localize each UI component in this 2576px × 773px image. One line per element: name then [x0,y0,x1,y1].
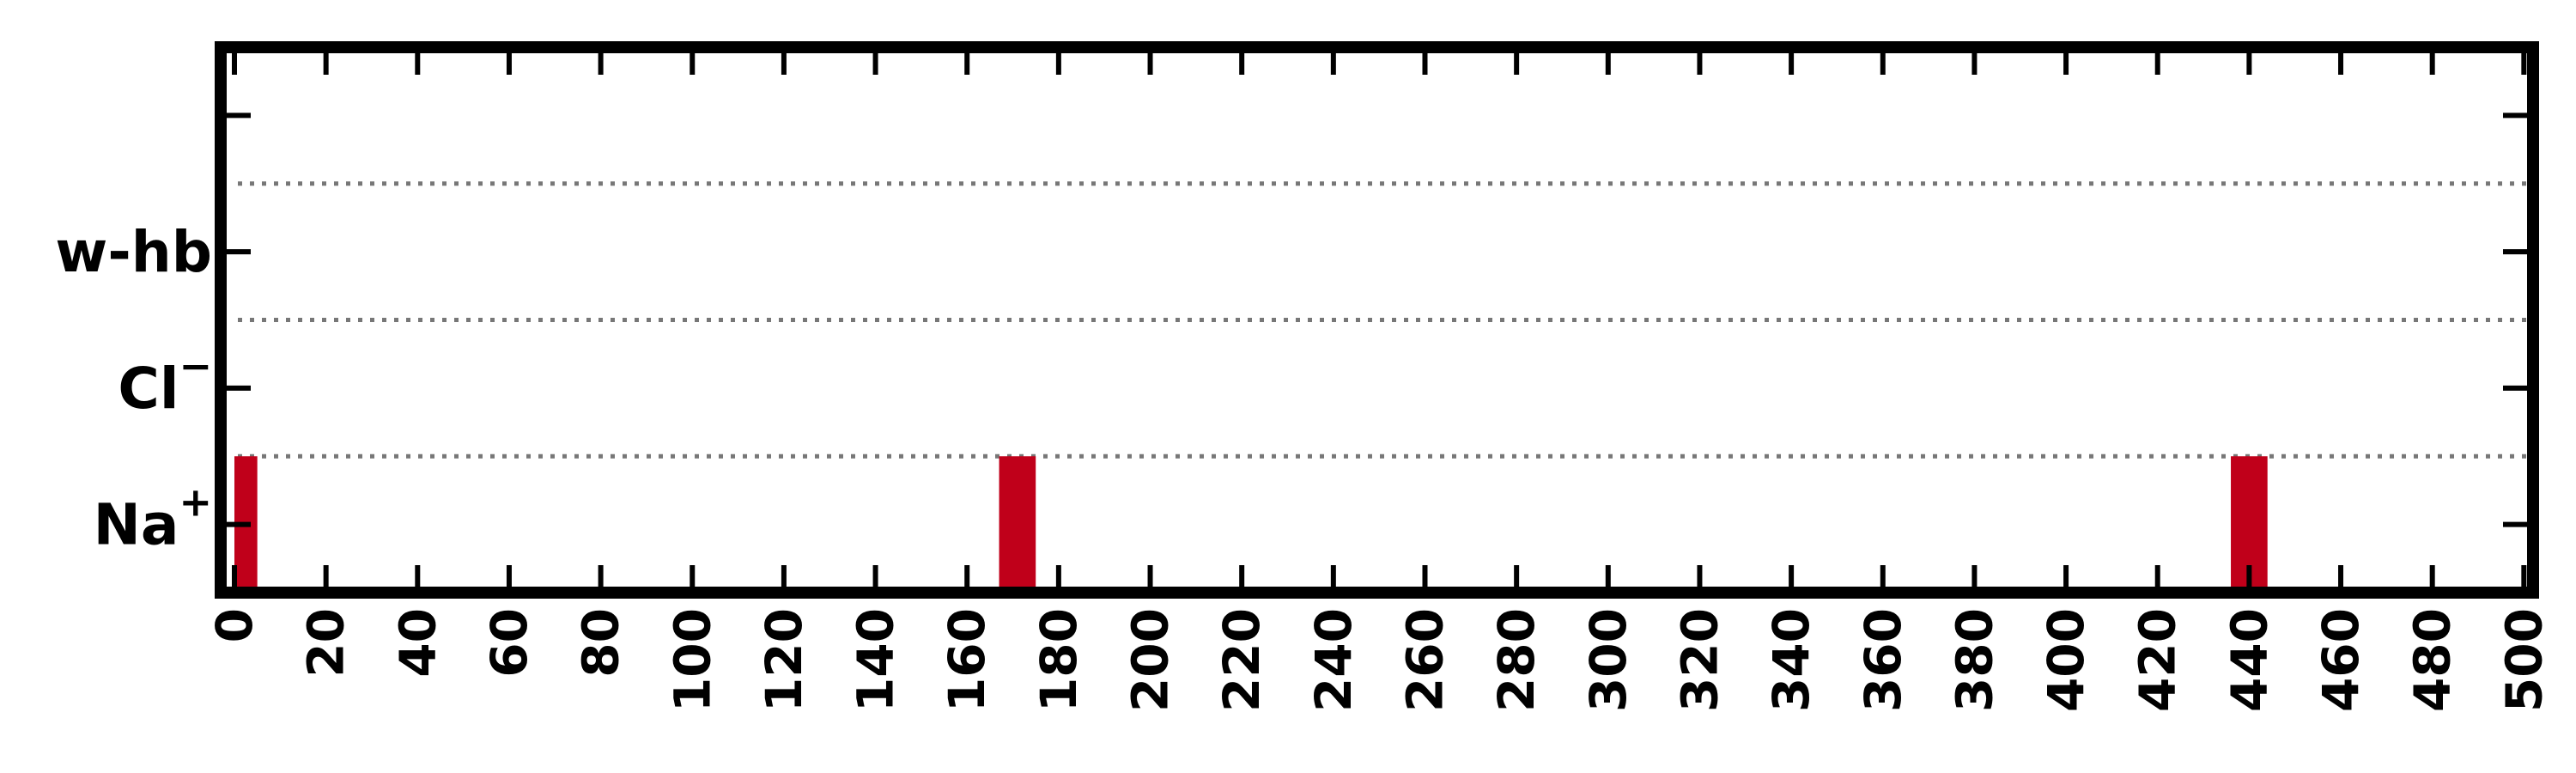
x-tick-label: 300 [1579,608,1637,712]
x-tick-label: 120 [755,608,813,712]
x-tick-label: 380 [1945,608,2003,712]
x-tick-label: 160 [938,608,996,712]
x-tick-label: 320 [1670,608,1728,712]
x-tick-label: 220 [1212,608,1271,712]
x-tick-label: 280 [1487,608,1546,712]
plot-frame [215,41,2539,599]
row-grid [238,181,2526,459]
x-tick-label: 80 [572,608,630,678]
x-tick-label: 140 [847,608,905,712]
x-tick-label: 260 [1395,608,1454,712]
x-tick-label: 0 [205,608,264,642]
x-tick-label: 340 [1762,608,1820,712]
y-tick-label: w-hb [55,219,212,285]
y-tick-label: Cl− [118,343,212,422]
x-tick-label: 40 [388,608,447,678]
x-tick-label: 20 [297,608,355,678]
x-tick-label: 400 [2037,608,2095,712]
x-tick-label: 420 [2129,608,2187,712]
x-tick-label: 200 [1121,608,1180,712]
x-tick-label: 100 [663,608,721,712]
y-tick-label: Na+ [94,479,212,558]
x-tick-label: 180 [1030,608,1088,712]
x-tick-label: 480 [2403,608,2462,712]
event-bar [999,456,1036,593]
x-tick-label: 60 [480,608,538,678]
tick-labels: 0 20 40 60 80 100 120 140 160 180 200 220 240 260 280 3… [55,219,2553,712]
x-tick-label: 240 [1304,608,1363,712]
x-tick-label: 460 [2312,608,2370,712]
x-tick-label: 360 [1854,608,1912,712]
x-tick-label: 440 [2220,608,2278,712]
x-tick-label: 500 [2494,608,2553,712]
event-bars [234,456,2268,593]
